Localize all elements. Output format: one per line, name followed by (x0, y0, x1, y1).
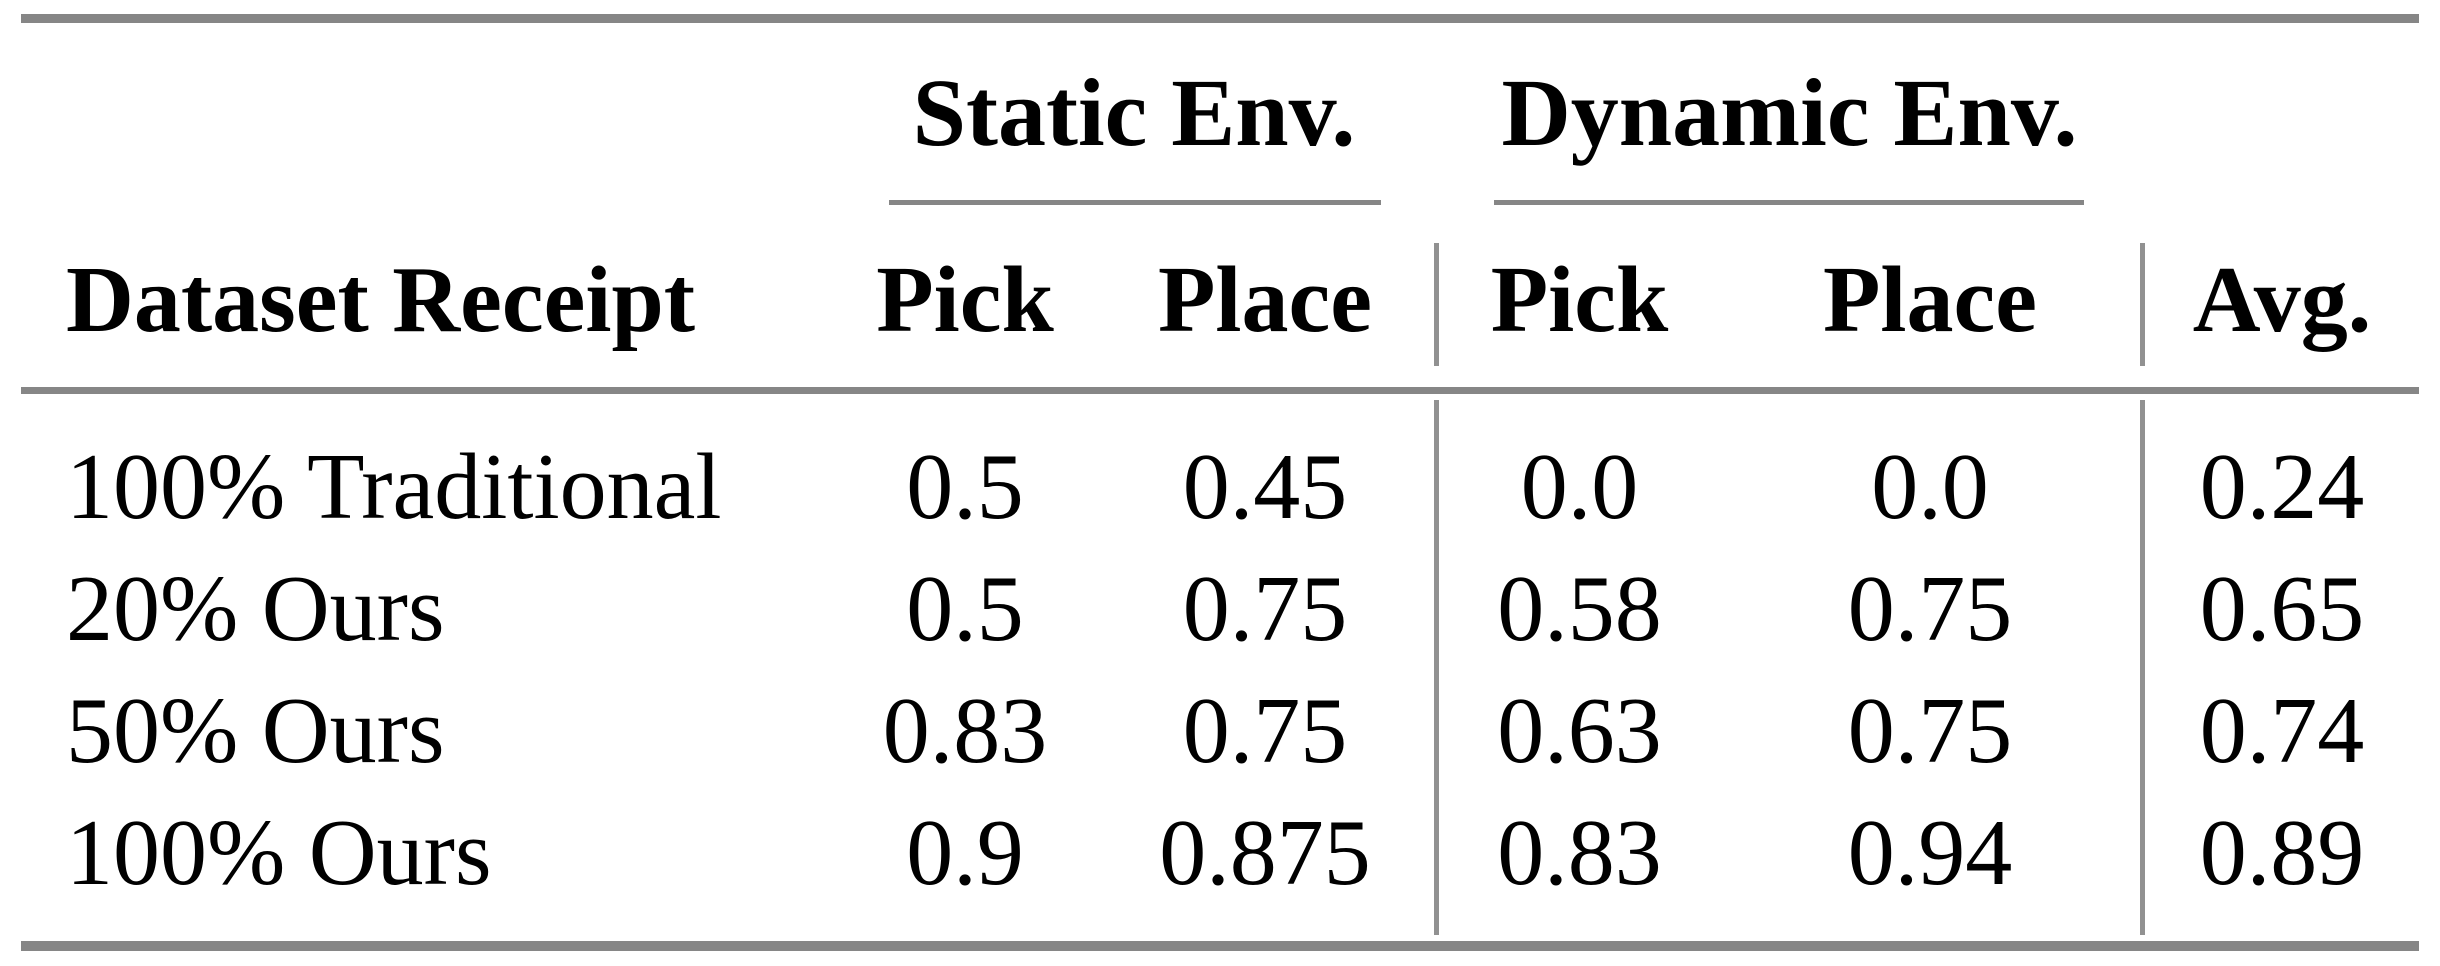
cell-static-place: 0.45 (1182, 435, 1348, 539)
group-header-dynamic-env: Dynamic Env. (1501, 59, 2078, 166)
mid-rule (21, 387, 2419, 394)
cell-static-place: 0.875 (1159, 801, 1371, 905)
cell-dynamic-pick: 0.58 (1497, 557, 1662, 661)
cell-static-pick: 0.9 (906, 801, 1024, 905)
cell-dynamic-place: 0.75 (1847, 679, 2013, 783)
cell-static-pick: 0.83 (882, 679, 1048, 783)
cell-dynamic-pick: 0.0 (1520, 435, 1639, 539)
column-header-static-place: Place (1158, 248, 1372, 352)
cell-dynamic-place: 0.0 (1871, 435, 1989, 539)
column-header-dynamic-place: Place (1823, 248, 2037, 352)
cell-static-place: 0.75 (1182, 557, 1348, 661)
vertical-divider-avg-header (2140, 243, 2145, 366)
cell-avg: 0.74 (2199, 679, 2365, 783)
row-label: 50% Ours (66, 679, 445, 783)
vertical-divider-static-dynamic-header (1434, 243, 1439, 366)
vertical-divider-static-dynamic-body (1434, 400, 1439, 935)
cell-dynamic-place: 0.94 (1847, 801, 2013, 905)
column-header-dataset-receipt: Dataset Receipt (66, 248, 696, 352)
cell-dynamic-pick: 0.63 (1497, 679, 1662, 783)
cmidrule-dynamic (1494, 200, 2084, 205)
cell-dynamic-pick: 0.83 (1497, 801, 1662, 905)
cell-static-pick: 0.5 (906, 557, 1024, 661)
row-label: 20% Ours (66, 557, 445, 661)
cmidrule-static (889, 200, 1381, 205)
cell-avg: 0.65 (2199, 557, 2365, 661)
cell-static-place: 0.75 (1182, 679, 1348, 783)
bottom-rule (21, 941, 2419, 951)
top-rule (21, 14, 2419, 23)
group-header-static-env: Static Env. (912, 59, 1356, 166)
cell-avg: 0.24 (2199, 435, 2365, 539)
cell-avg: 0.89 (2199, 801, 2365, 905)
column-header-static-pick: Pick (876, 248, 1054, 352)
row-label: 100% Ours (66, 801, 492, 905)
vertical-divider-avg-body (2140, 400, 2145, 935)
column-header-avg: Avg. (2192, 248, 2372, 352)
cell-static-pick: 0.5 (906, 435, 1024, 539)
cell-dynamic-place: 0.75 (1847, 557, 2013, 661)
row-label: 100% Traditional (66, 435, 722, 539)
column-header-dynamic-pick: Pick (1490, 248, 1669, 352)
